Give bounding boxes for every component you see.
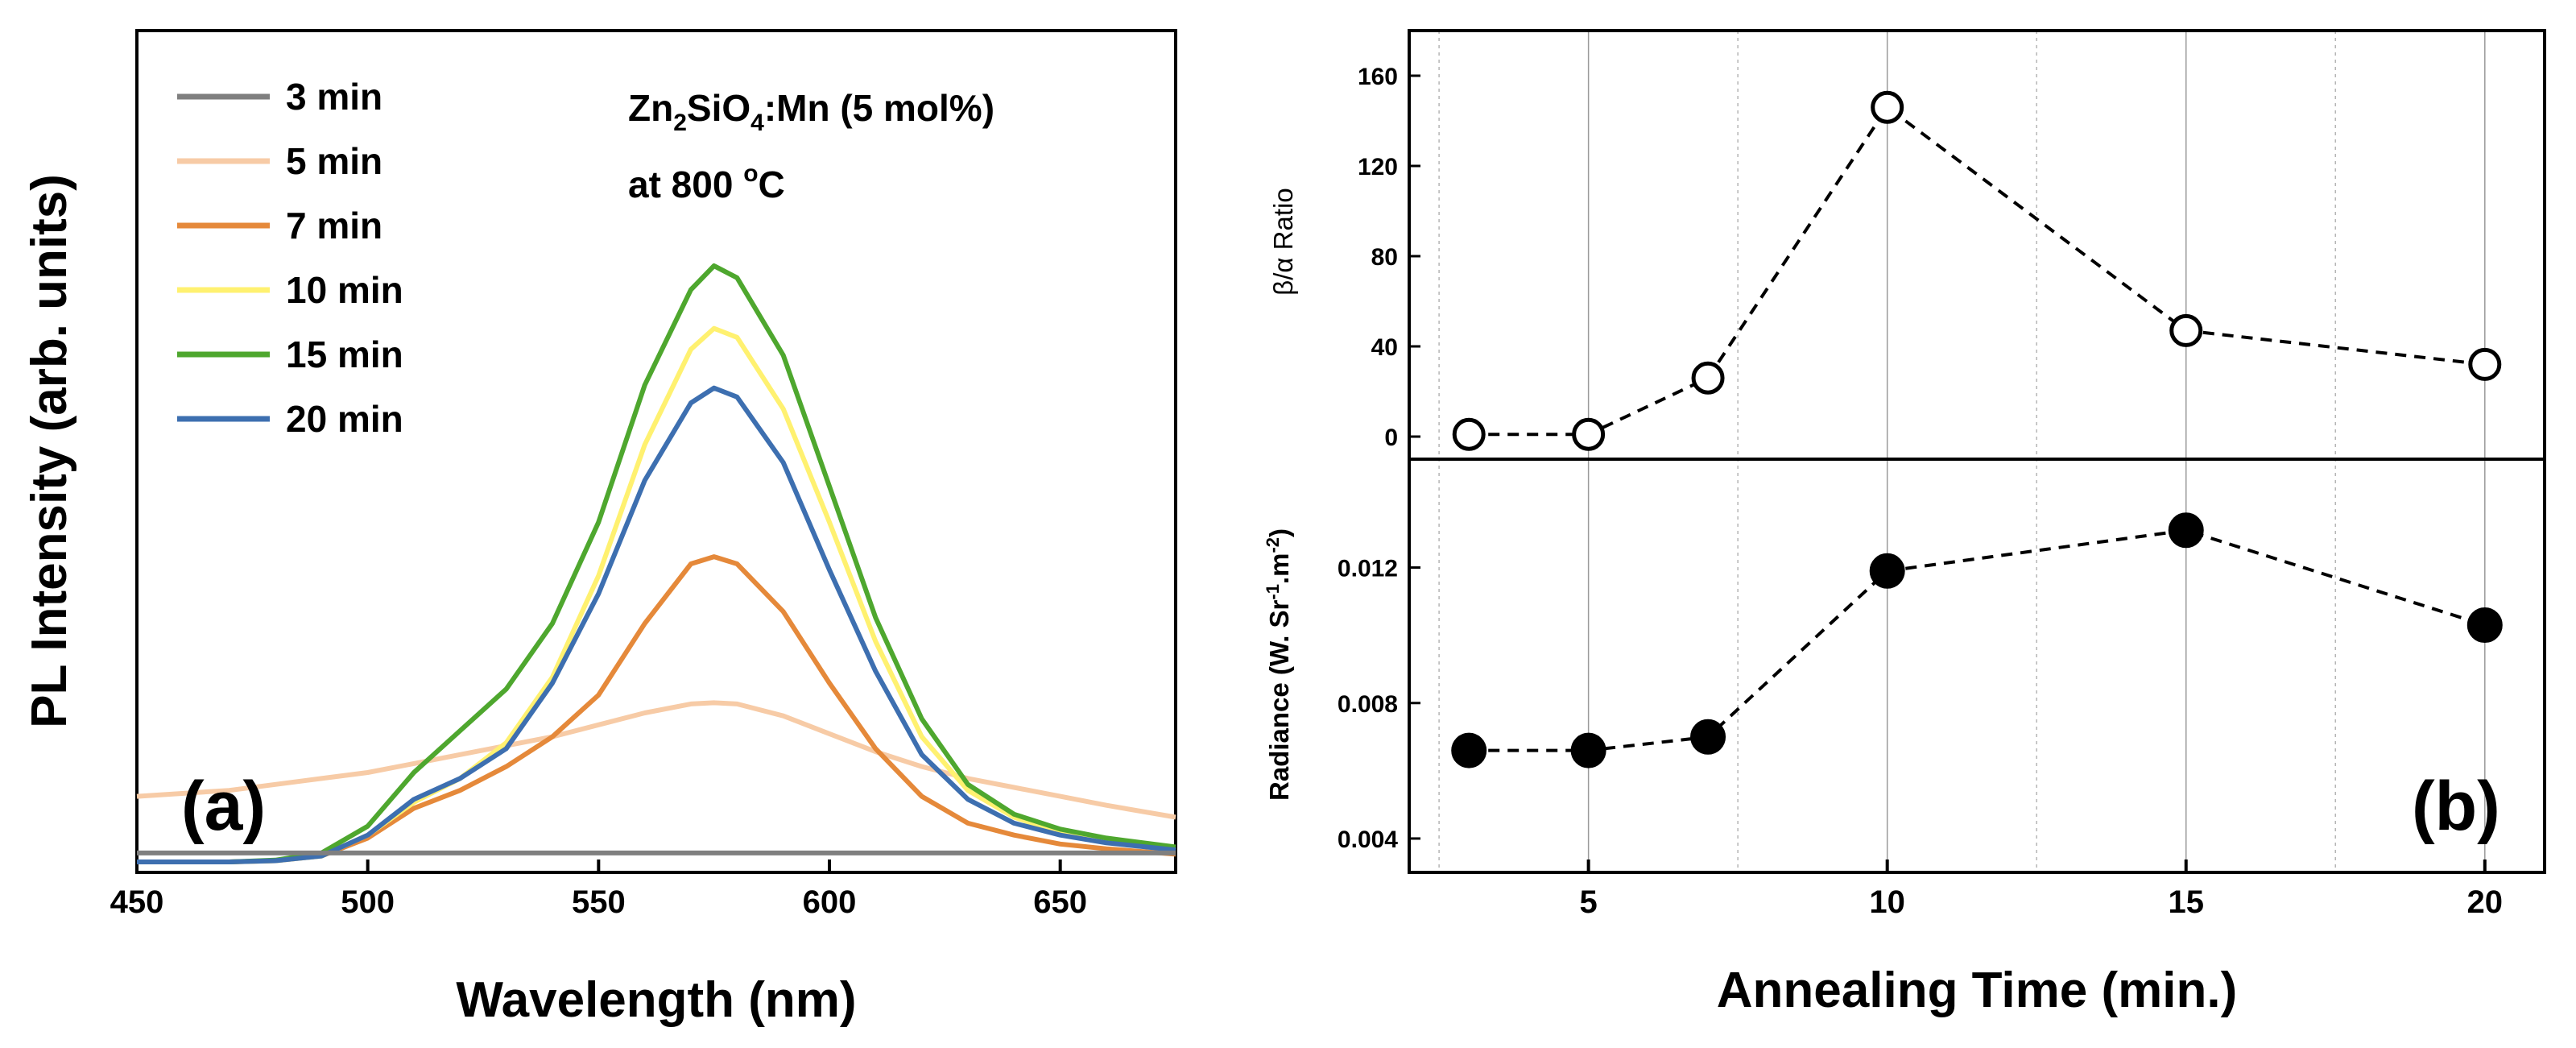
radiance-point [1451, 732, 1487, 768]
legend-label: 5 min [286, 140, 382, 182]
panel-a-x-tick-label: 650 [1033, 884, 1087, 920]
panel-b-top-y-ticks: 0 40 80 120 160 [1358, 64, 1420, 451]
radiance-y-tick-label: 0.004 [1338, 826, 1398, 853]
ratio-y-tick-label: 0 [1384, 425, 1398, 451]
panel-a-chart: 450 500 550 600 650 3 min 5 min 7 min 10 min 15 … [22, 29, 1177, 1028]
radiance-series [1451, 512, 2503, 768]
panel-b-gridlines [1438, 31, 2486, 872]
panel-a-x-tick-label: 450 [110, 884, 164, 920]
series-line-20-min [137, 385, 1176, 864]
panel-a-x-tick-label: 500 [341, 884, 395, 920]
series-line-5-min [136, 700, 1176, 820]
panel-b-bottom-y-ticks: 0.004 0.008 0.012 [1338, 556, 1420, 853]
radiance-point [2168, 512, 2204, 549]
ratio-y-tick-label: 160 [1358, 64, 1398, 90]
legend-label: 10 min [286, 269, 403, 311]
legend-label: 7 min [286, 205, 382, 246]
panel-b-label: (b) [2412, 768, 2500, 845]
panel-a-x-axis-title: Wavelength (nm) [456, 972, 856, 1028]
panel-b-x-axis-title: Annealing Time (min.) [1717, 963, 2237, 1018]
radiance-y-tick-label: 0.008 [1338, 691, 1398, 718]
panel-b-x-tick-label: 15 [2168, 884, 2204, 920]
ratio-point [1452, 417, 1486, 451]
panel-a-x-tick-label: 600 [803, 884, 857, 920]
panel-a-x-tick-label: 550 [572, 884, 626, 920]
radiance-point [1869, 553, 1905, 589]
panel-a-x-ticks: 450 500 550 600 650 [110, 860, 1087, 920]
ratio-series [1452, 90, 2502, 451]
radiance-point [1570, 732, 1606, 768]
panel-a-legend: 3 min 5 min 7 min 10 min 15 min 20 min [177, 76, 403, 440]
panel-a-frame [135, 29, 1177, 874]
panel-b-frame [1408, 29, 2546, 874]
ratio-y-tick-label: 40 [1371, 334, 1398, 361]
radiance-point [2466, 607, 2503, 644]
legend-label: 15 min [286, 333, 403, 375]
ratio-point [2169, 313, 2203, 347]
panel-b-x-ticks: 5 10 15 20 [1580, 860, 2504, 920]
legend-label: 3 min [286, 76, 382, 118]
radiance-y-tick-label: 0.012 [1338, 556, 1398, 582]
radiance-dashed-line [1469, 528, 2486, 752]
ratio-point [1691, 361, 1725, 395]
radiance-point [1690, 719, 1726, 755]
panel-a-label: (a) [181, 768, 266, 845]
ratio-point [1871, 90, 1904, 124]
ratio-y-axis-title: β/α Ratio [1268, 188, 1298, 295]
panel-b-x-tick-label: 20 [2467, 884, 2504, 920]
ratio-dashed-line [1469, 105, 2486, 437]
series-line-15-min [137, 263, 1176, 864]
ratio-point [1572, 417, 1606, 451]
ratio-y-tick-label: 120 [1358, 154, 1398, 180]
panel-a-y-axis-title: PL Intensity (arb. units) [22, 174, 77, 728]
ratio-point [2468, 347, 2502, 381]
sample-annotation-line2: at 800 oC [628, 160, 785, 205]
panel-b-chart: 0 40 80 120 160 0.004 0.008 0.012 5 10 15 20 β/α … [1263, 29, 2546, 1018]
ratio-y-tick-label: 80 [1371, 244, 1398, 271]
panel-a-series [136, 263, 1176, 864]
panel-b-x-tick-label: 5 [1580, 884, 1598, 920]
panel-b-x-tick-label: 10 [1869, 884, 1905, 920]
sample-annotation-line1: Zn2SiO4:Mn (5 mol%) [628, 87, 994, 136]
legend-label: 20 min [286, 398, 403, 440]
radiance-y-axis-title: Radiance (W. Sr-1.m-2) [1263, 528, 1294, 801]
